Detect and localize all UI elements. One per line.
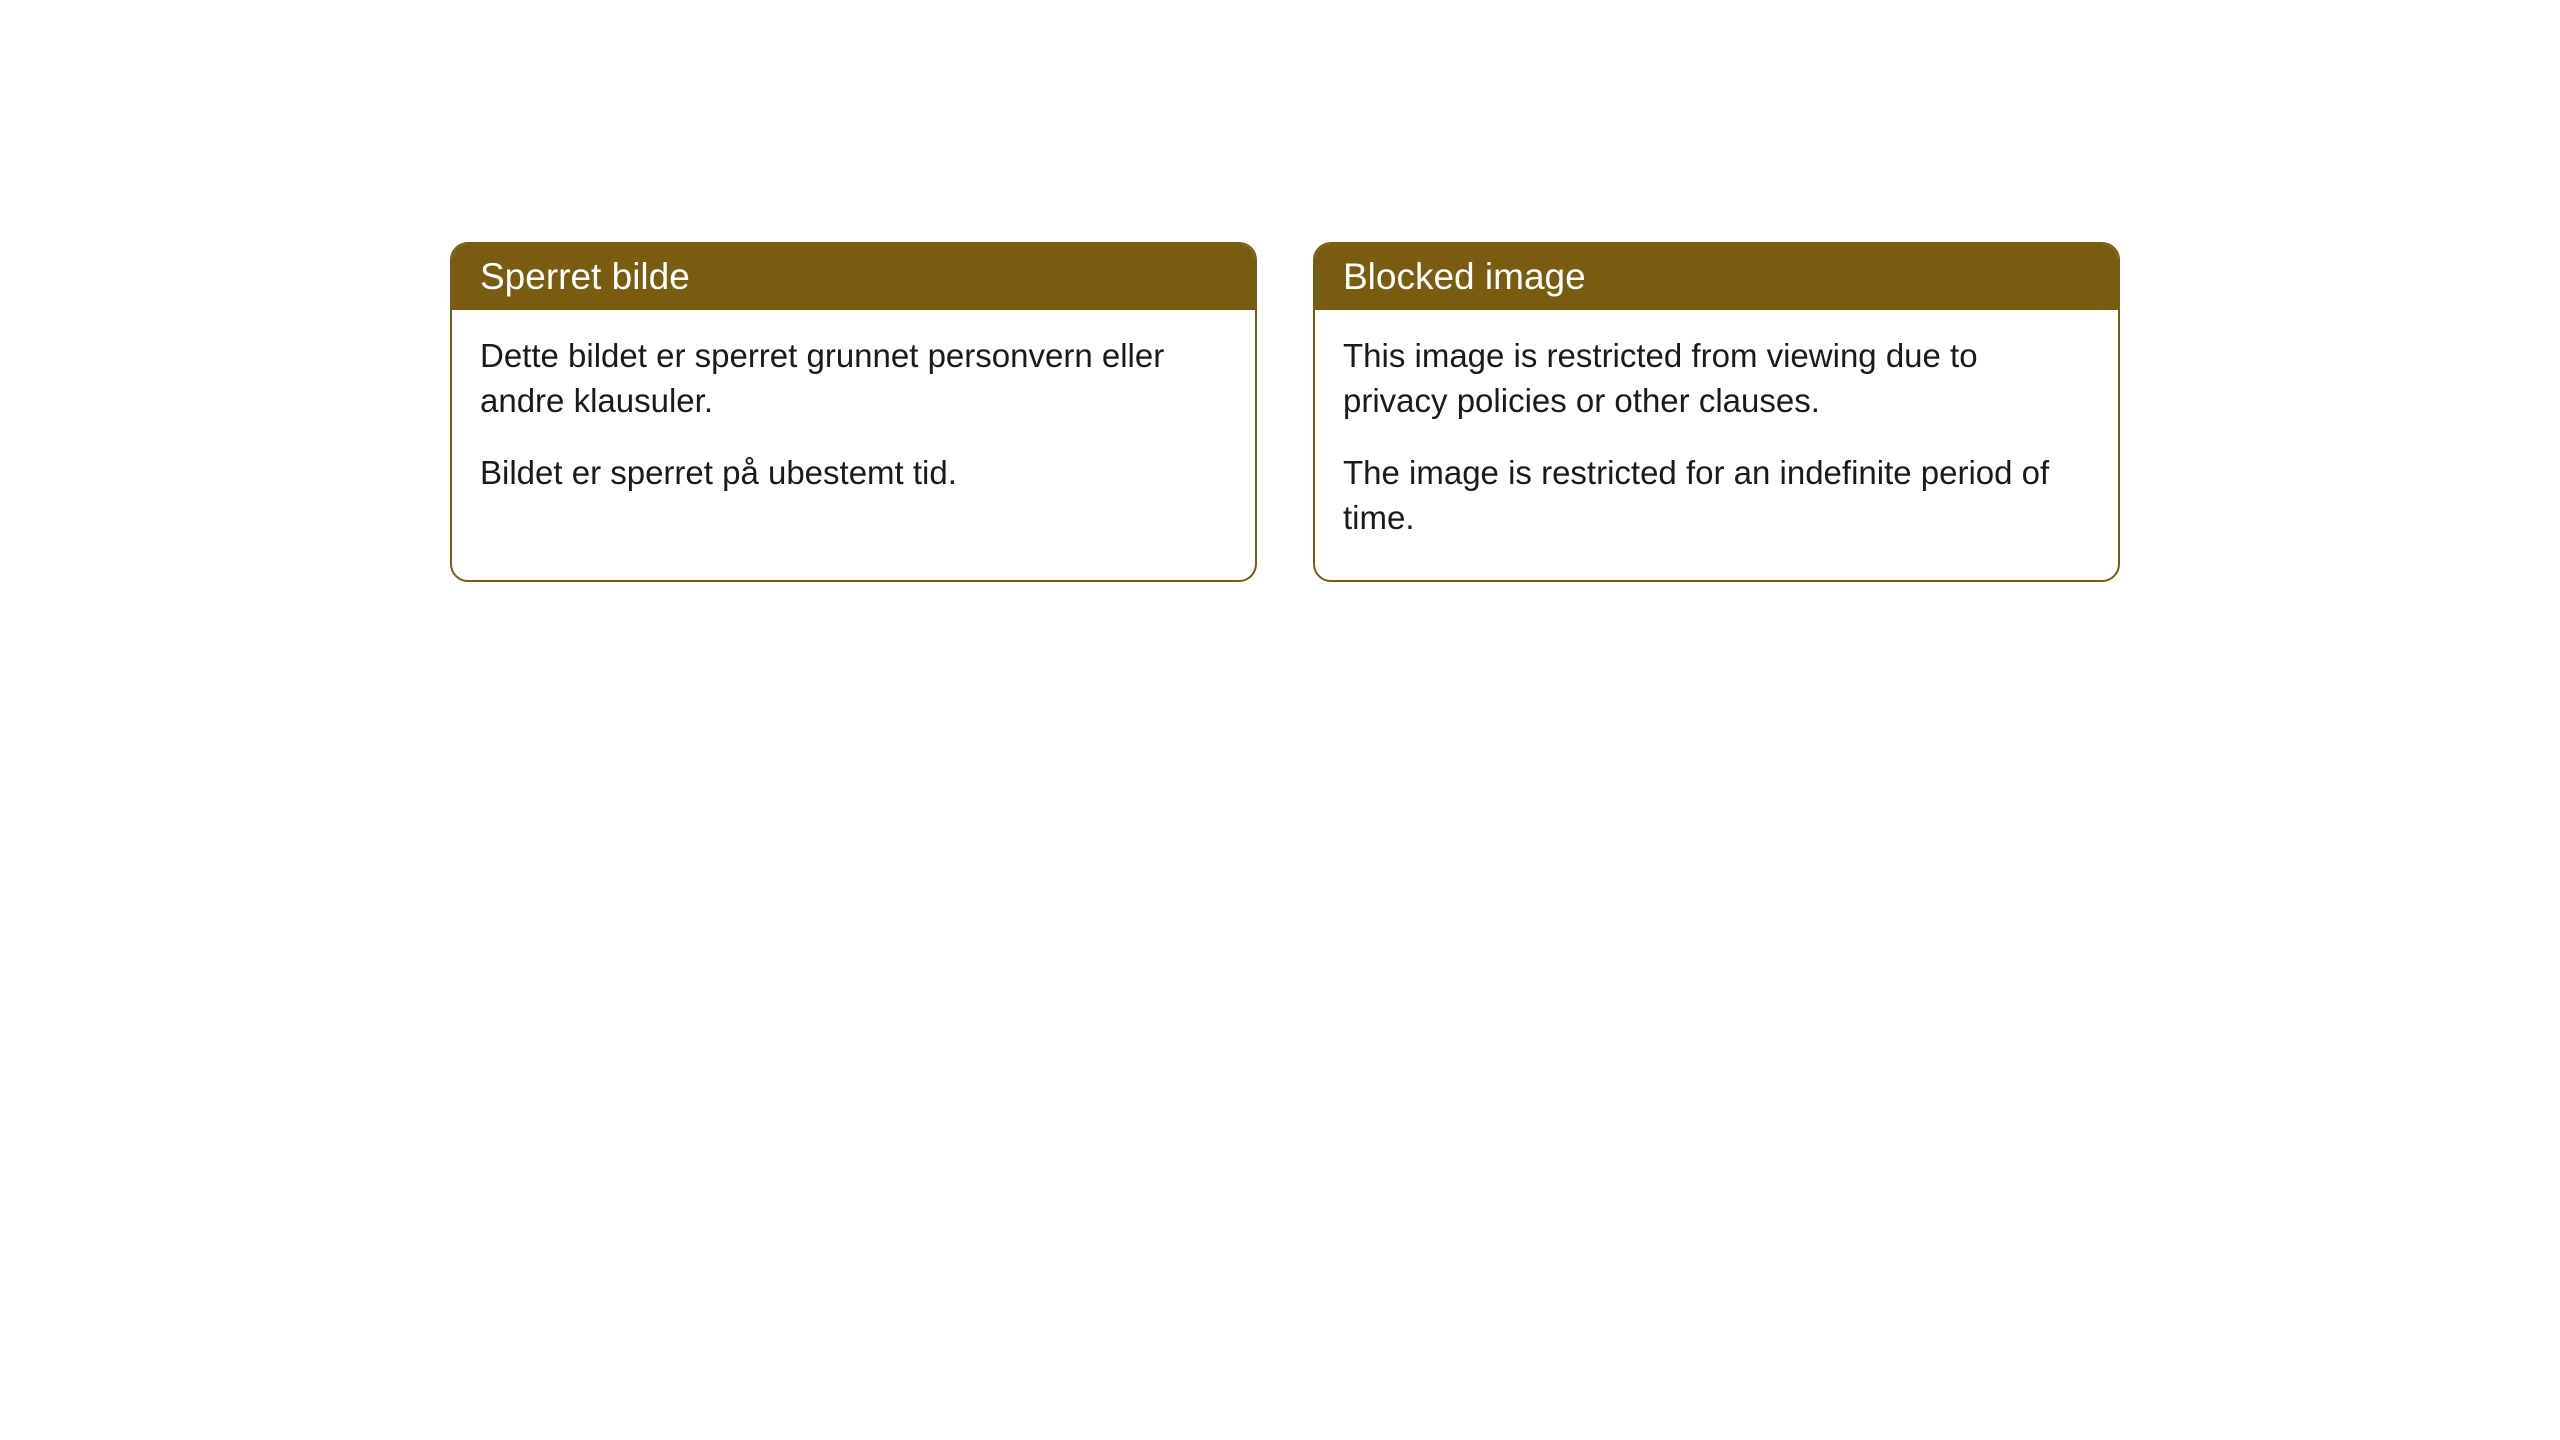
card-header-english: Blocked image [1315, 244, 2118, 310]
card-body-english: This image is restricted from viewing du… [1315, 310, 2118, 576]
card-paragraph2-norwegian: Bildet er sperret på ubestemt tid. [480, 451, 1227, 496]
notice-card-norwegian: Sperret bilde Dette bildet er sperret gr… [450, 242, 1257, 582]
card-paragraph1-norwegian: Dette bildet er sperret grunnet personve… [480, 334, 1227, 423]
card-title-english: Blocked image [1343, 256, 1586, 297]
notice-cards-container: Sperret bilde Dette bildet er sperret gr… [450, 242, 2120, 582]
card-paragraph1-english: This image is restricted from viewing du… [1343, 334, 2090, 423]
card-body-norwegian: Dette bildet er sperret grunnet personve… [452, 310, 1255, 532]
card-header-norwegian: Sperret bilde [452, 244, 1255, 310]
card-paragraph2-english: The image is restricted for an indefinit… [1343, 451, 2090, 540]
card-title-norwegian: Sperret bilde [480, 256, 690, 297]
notice-card-english: Blocked image This image is restricted f… [1313, 242, 2120, 582]
